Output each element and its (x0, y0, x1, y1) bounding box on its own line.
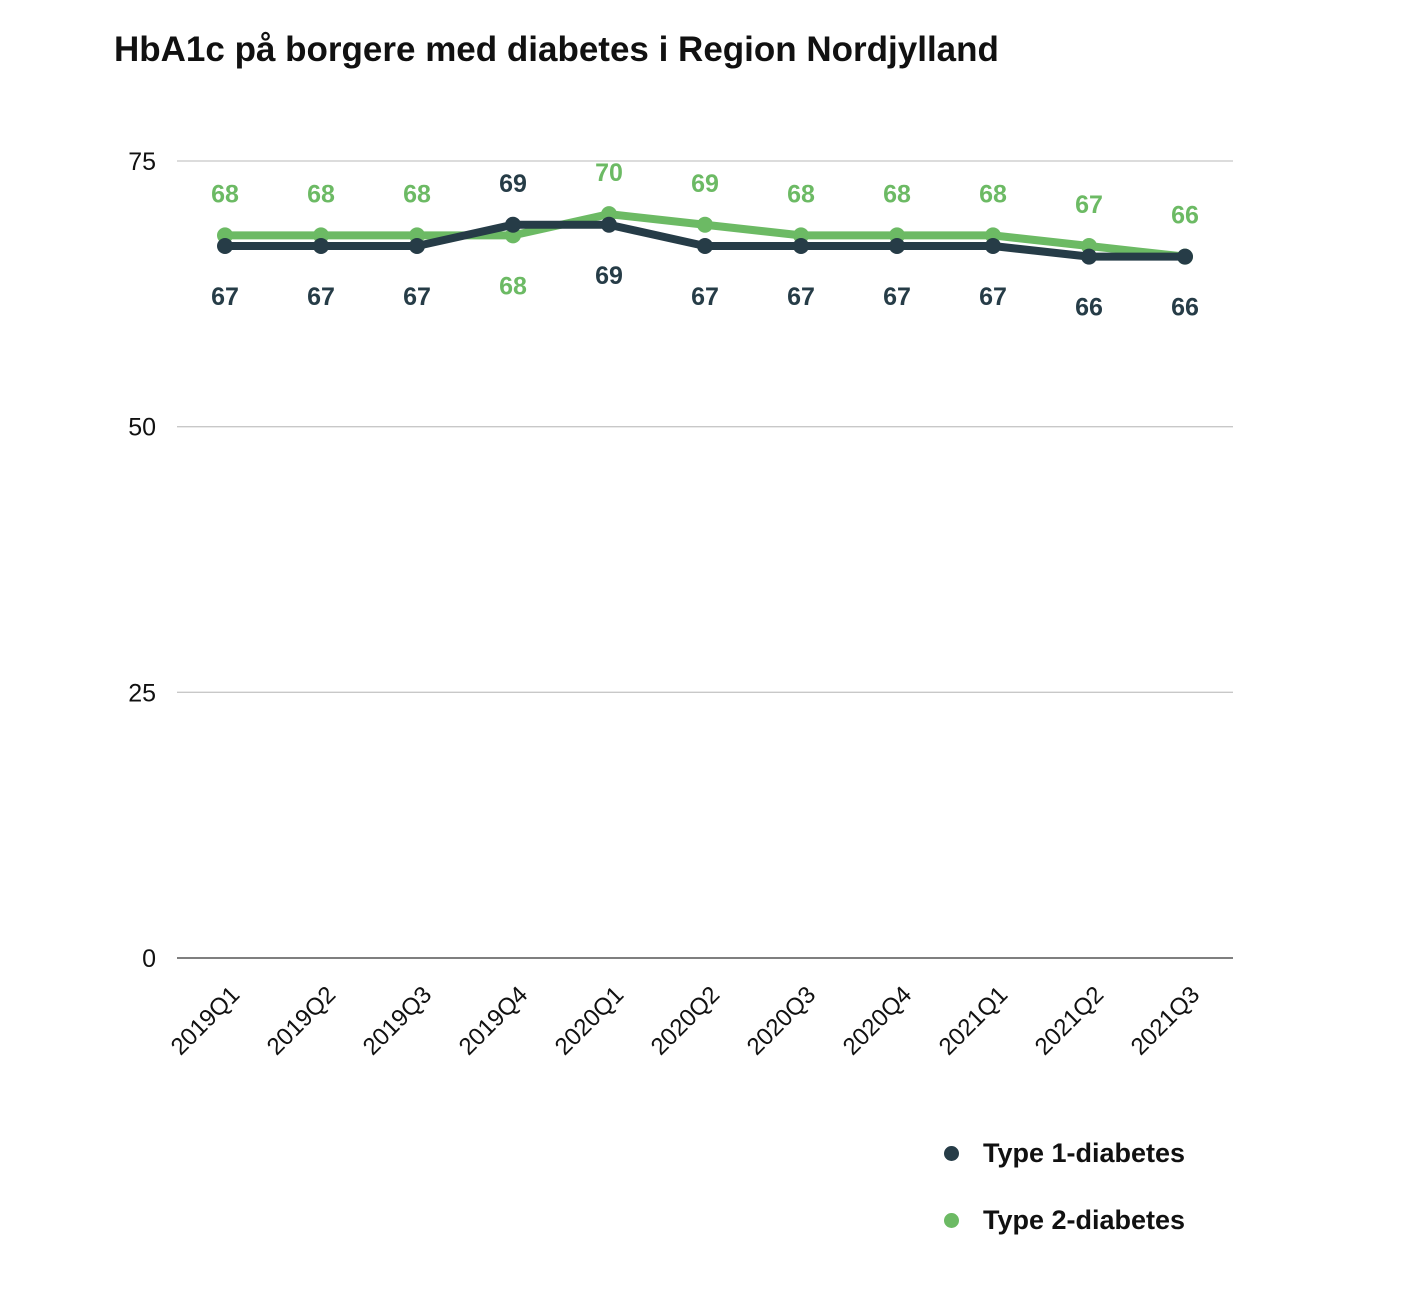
x-tick-label: 2020Q3 (742, 981, 821, 1060)
x-tick-label: 2021Q1 (934, 981, 1013, 1060)
data-label-type-1: 66 (1075, 294, 1103, 322)
data-label-type-2: 67 (1075, 191, 1103, 219)
x-tick-label: 2021Q3 (1126, 981, 1205, 1060)
x-tick-label: 2019Q3 (358, 981, 437, 1060)
data-label-type-1: 67 (211, 283, 239, 311)
data-label-type-1: 69 (595, 262, 623, 290)
grid-lines (177, 160, 1233, 959)
data-point-type-1 (409, 238, 425, 255)
data-point-type-1 (889, 238, 905, 255)
data-point-type-2 (697, 216, 713, 233)
legend-item-type-1[interactable]: Type 1-diabetes (944, 1136, 1185, 1170)
chart-title: HbA1c på borgere med diabetes i Region N… (114, 30, 999, 69)
x-tick-label: 2020Q1 (550, 981, 629, 1060)
data-label-type-2: 68 (787, 180, 815, 208)
legend-label-type-1: Type 1-diabetes (983, 1137, 1186, 1168)
data-label-type-2: 68 (883, 180, 911, 208)
data-point-type-1 (505, 216, 521, 233)
data-point-type-1 (601, 216, 617, 233)
data-point-type-1 (313, 238, 329, 255)
data-point-type-1 (217, 238, 233, 255)
data-label-type-2: 69 (691, 170, 719, 198)
data-label-type-1: 67 (403, 283, 431, 311)
y-tick-label: 75 (128, 148, 156, 176)
legend-marker-type-2 (944, 1212, 959, 1228)
data-point-type-1 (1081, 248, 1097, 265)
data-label-type-2: 68 (211, 180, 239, 208)
data-label-type-2: 66 (1171, 202, 1199, 230)
legend: Type 1-diabetes Type 2-diabetes (944, 1136, 1185, 1270)
data-label-type-2: 68 (979, 180, 1007, 208)
legend-label-type-2: Type 2-diabetes (983, 1204, 1186, 1235)
data-point-type-1 (1177, 248, 1193, 265)
x-tick-label: 2019Q4 (454, 981, 533, 1060)
x-tick-label: 2020Q2 (646, 981, 725, 1060)
data-label-type-1: 67 (691, 283, 719, 311)
data-label-type-2: 68 (499, 272, 527, 300)
y-tick-label: 50 (128, 414, 156, 442)
y-tick-label: 0 (142, 945, 156, 973)
data-label-type-2: 68 (403, 180, 431, 208)
data-label-type-1: 69 (499, 170, 527, 198)
y-tick-label: 25 (128, 679, 156, 707)
data-label-type-2: 68 (307, 180, 335, 208)
data-point-type-1 (793, 238, 809, 255)
x-tick-label: 2019Q1 (166, 981, 245, 1060)
x-axis-ticks: 2019Q1 2019Q2 2019Q3 2019Q4 2020Q1 2020Q2 2020… (166, 981, 1205, 1060)
x-tick-label: 2021Q2 (1030, 981, 1109, 1060)
x-tick-label: 2020Q4 (838, 981, 917, 1060)
data-label-type-1: 67 (787, 283, 815, 311)
data-point-type-1 (985, 238, 1001, 255)
data-label-type-1: 67 (883, 283, 911, 311)
data-label-type-1: 66 (1171, 294, 1199, 322)
y-axis-ticks: 0 25 50 75 (128, 148, 156, 973)
legend-item-type-2[interactable]: Type 2-diabetes (944, 1203, 1185, 1237)
data-label-type-2: 70 (595, 159, 623, 187)
data-point-type-1 (697, 238, 713, 255)
series-lines (217, 206, 1193, 265)
data-label-type-1: 67 (979, 283, 1007, 311)
legend-marker-type-1 (944, 1145, 959, 1161)
data-labels: 67 68 67 68 67 68 69 68 69 70 67 69 67 68 67 68 67 68 66 67… (211, 159, 1199, 322)
x-tick-label: 2019Q2 (262, 981, 341, 1060)
data-label-type-1: 67 (307, 283, 335, 311)
